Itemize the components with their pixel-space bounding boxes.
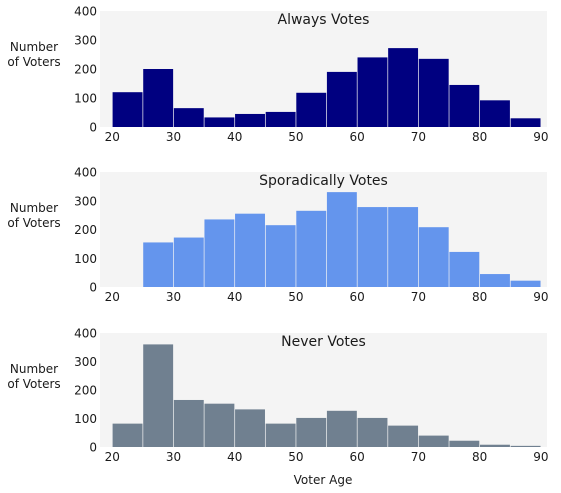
sporadically-votes-panel: 20 30 40 50 60 70 80 90 0 100 200 300 400 Sporadicall… — [7, 166, 548, 305]
always-votes-bar — [143, 69, 174, 127]
never-votes-bar — [449, 440, 480, 447]
y-tick-label: 100 — [74, 412, 97, 426]
x-tick-label: 70 — [411, 130, 426, 144]
x-tick-label: 90 — [533, 130, 548, 144]
sporadically-votes-bar — [479, 274, 510, 287]
always-votes-bar — [449, 84, 480, 127]
y-tick-label: 200 — [74, 223, 97, 237]
always-votes-bar — [510, 118, 541, 127]
sporadically-votes-title: Sporadically Votes — [259, 173, 388, 189]
x-tick-label: 80 — [472, 450, 487, 464]
x-tick-label: 20 — [105, 130, 120, 144]
x-tick-label: 90 — [533, 450, 548, 464]
sporadically-votes-bar — [357, 207, 388, 287]
sporadically-votes-bar — [235, 213, 265, 287]
x-tick-label: 30 — [166, 450, 181, 464]
never-votes-bar — [143, 344, 174, 447]
x-tick-label: 40 — [227, 450, 242, 464]
x-tick-label: 70 — [411, 450, 426, 464]
y-tick-label: 0 — [89, 281, 97, 295]
never-votes-title: Never Votes — [281, 334, 366, 350]
y-tick-label: 0 — [89, 441, 97, 455]
always-votes-bar — [357, 57, 388, 127]
x-tick-label: 70 — [411, 290, 426, 304]
never-votes-bar — [265, 423, 296, 447]
sporadically-votes-bar — [296, 210, 327, 287]
sporadically-votes-bar — [388, 207, 419, 287]
y-tick-label: 100 — [74, 92, 97, 106]
y-tick-label: 200 — [74, 384, 97, 398]
always-votes-bar — [326, 71, 357, 127]
always-votes-bar — [418, 58, 449, 127]
x-tick-label: 60 — [350, 290, 365, 304]
always-votes-panel: 20 30 40 50 60 70 80 90 0 100 200 300 400 Always Vote… — [7, 5, 548, 145]
sporadically-votes-bar — [326, 192, 357, 287]
x-tick-label: 80 — [472, 130, 487, 144]
never-votes-bar — [388, 425, 419, 447]
sporadically-votes-bar — [265, 225, 296, 287]
never-votes-bar — [418, 435, 449, 447]
x-tick-label: 50 — [288, 450, 303, 464]
x-tick-label: 20 — [105, 450, 120, 464]
always-votes-bar — [479, 100, 510, 127]
sporadically-votes-bar — [449, 251, 480, 287]
always-votes-bar — [388, 48, 419, 128]
y-tick-label: 100 — [74, 252, 97, 266]
x-tick-label: 30 — [166, 290, 181, 304]
always-votes-bar — [173, 108, 204, 127]
always-votes-bar — [112, 92, 143, 127]
y-tick-label: 300 — [74, 194, 97, 208]
y-axis-title: Number of Voters — [7, 40, 60, 69]
y-axis-title: Number of Voters — [7, 201, 60, 230]
always-votes-bar — [265, 111, 296, 127]
never-votes-panel: 20 30 40 50 60 70 80 90 0 100 200 300 400 Never Votes… — [7, 327, 548, 465]
y-tick-label: 400 — [74, 166, 97, 180]
never-votes-bar — [112, 423, 143, 447]
never-votes-bar — [296, 417, 327, 447]
y-tick-label: 400 — [74, 5, 97, 19]
x-tick-label: 20 — [105, 290, 120, 304]
sporadically-votes-bar — [510, 280, 541, 287]
x-tick-label: 90 — [533, 290, 548, 304]
never-votes-bar — [173, 399, 204, 447]
y-tick-label: 300 — [74, 34, 97, 48]
never-votes-bar — [204, 403, 235, 447]
y-tick-label: 200 — [74, 63, 97, 77]
never-votes-bar — [357, 417, 388, 447]
x-tick-label: 50 — [288, 130, 303, 144]
sporadically-votes-bar — [173, 237, 204, 287]
x-tick-label: 50 — [288, 290, 303, 304]
never-votes-bar — [326, 410, 357, 447]
always-votes-bar — [235, 113, 265, 127]
x-tick-label: 40 — [227, 290, 242, 304]
always-votes-title: Always Votes — [278, 12, 370, 28]
x-tick-label: 80 — [472, 290, 487, 304]
y-axis-title: Number of Voters — [7, 362, 60, 391]
never-votes-bar — [235, 409, 265, 447]
never-votes-bar — [510, 445, 541, 447]
sporadically-votes-bar — [204, 219, 235, 287]
y-tick-label: 400 — [74, 327, 97, 341]
y-tick-label: 300 — [74, 355, 97, 369]
sporadically-votes-bar — [143, 242, 174, 287]
x-tick-label: 40 — [227, 130, 242, 144]
x-axis-title: Voter Age — [294, 473, 353, 487]
x-tick-label: 60 — [350, 450, 365, 464]
x-tick-label: 60 — [350, 130, 365, 144]
y-tick-label: 0 — [89, 121, 97, 135]
never-votes-bar — [479, 444, 510, 447]
sporadically-votes-bar — [418, 227, 449, 287]
always-votes-bar — [204, 117, 235, 127]
x-tick-label: 30 — [166, 130, 181, 144]
always-votes-bar — [296, 92, 327, 127]
